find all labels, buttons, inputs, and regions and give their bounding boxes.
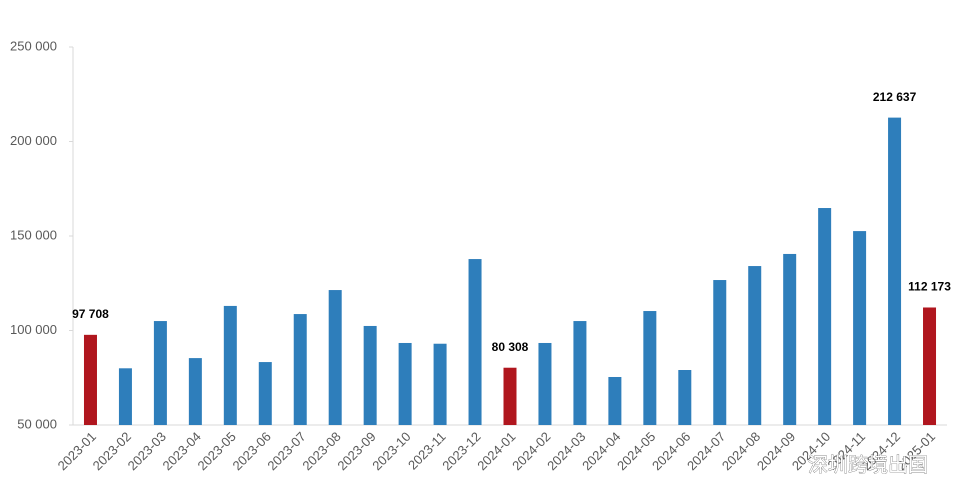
- bar: [818, 208, 832, 425]
- bar: [573, 321, 587, 425]
- bar: [783, 253, 797, 425]
- bar: [83, 334, 97, 425]
- bar: [888, 117, 902, 425]
- value-label: 97 708: [72, 307, 109, 321]
- y-tick-label: 100 000: [10, 322, 57, 337]
- bar: [153, 321, 167, 425]
- bar: [468, 259, 482, 425]
- bar: [398, 342, 412, 425]
- bar: [713, 280, 727, 425]
- value-label: 212 637: [873, 90, 917, 104]
- value-label: 80 308: [492, 340, 529, 354]
- bar: [293, 314, 307, 425]
- y-tick-label: 50 000: [17, 416, 57, 431]
- bar: [748, 266, 762, 425]
- y-tick-label: 250 000: [10, 38, 57, 53]
- bar: [433, 343, 447, 425]
- bar: [223, 305, 237, 425]
- bar: [118, 368, 132, 425]
- y-tick-label: 200 000: [10, 133, 57, 148]
- bar: [608, 376, 622, 425]
- value-label: 112 173: [908, 280, 951, 294]
- bar: [188, 358, 202, 425]
- bar: [678, 370, 692, 425]
- y-tick-label: 150 000: [10, 227, 57, 242]
- bar: [853, 231, 867, 425]
- bar: [538, 342, 552, 425]
- bar: [328, 290, 342, 425]
- bar: [923, 307, 937, 425]
- bar: [643, 311, 657, 425]
- watermark: 深圳跨境出国: [808, 453, 928, 476]
- bar: [258, 362, 272, 425]
- bar: [363, 325, 377, 425]
- x-tick-label: 2023-10: [369, 429, 413, 473]
- bar: [503, 367, 517, 425]
